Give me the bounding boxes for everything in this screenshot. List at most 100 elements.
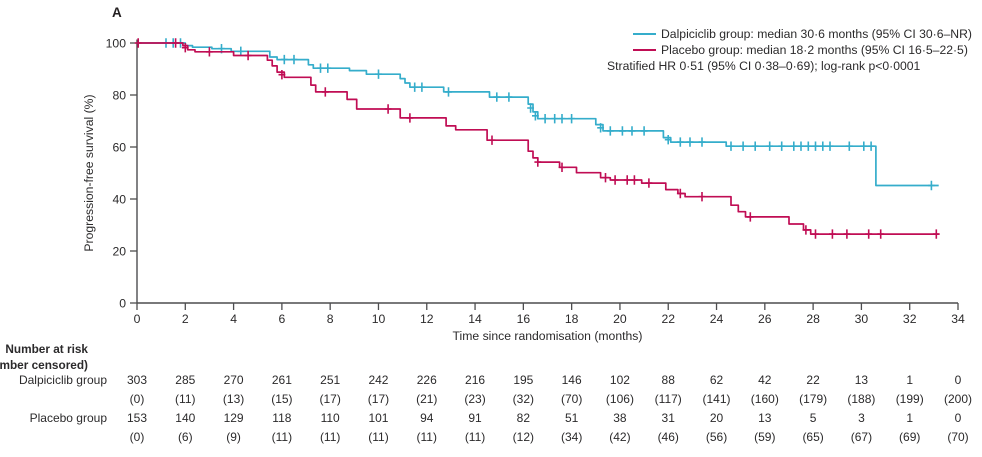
risk-count: 91 <box>468 411 482 425</box>
censored-count: (21) <box>416 392 438 406</box>
risk-row-label-dalpiciclib: Dalpiciclib group <box>18 373 107 387</box>
risk-count: 0 <box>954 411 962 425</box>
panel-label: A <box>112 5 122 20</box>
x-axis-title: Time since randomisation (months) <box>452 329 643 343</box>
censored-count: (188) <box>847 392 876 406</box>
censored-count: (0) <box>129 430 145 444</box>
censored-count: (67) <box>850 430 873 444</box>
x-tick-label: 28 <box>806 312 820 326</box>
risk-count: 3 <box>858 411 865 425</box>
y-tick-label: 0 <box>119 296 126 310</box>
y-axis-title: Progression-free survival (%) <box>82 94 96 252</box>
risk-count: 242 <box>368 373 389 387</box>
censored-count: (69) <box>899 430 921 444</box>
censored-count: (0) <box>129 392 145 406</box>
x-tick-label: 10 <box>372 312 386 326</box>
risk-table-header-2: (number censored) <box>0 358 88 372</box>
risk-count: 38 <box>613 411 627 425</box>
censor-marks-placebo <box>134 38 940 239</box>
censored-count: (106) <box>605 392 634 406</box>
censored-count: (46) <box>657 430 679 444</box>
censored-count: (32) <box>512 392 535 406</box>
risk-count: 20 <box>709 411 724 425</box>
x-tick-label: 12 <box>420 312 434 326</box>
x-tick-label: 2 <box>182 312 189 326</box>
y-tick-label: 60 <box>112 140 126 154</box>
risk-count: 51 <box>564 411 579 425</box>
risk-count: 101 <box>368 411 389 425</box>
axes <box>136 39 958 304</box>
hr-annotation: Stratified HR 0·51 (95% CI 0·38–0·69); l… <box>607 59 921 74</box>
risk-count: 13 <box>854 373 869 387</box>
x-tick-label: 24 <box>710 312 724 326</box>
legend-swatch-placebo <box>633 49 656 52</box>
y-tick-label: 20 <box>112 244 126 258</box>
legend-swatch-dalpiciclib <box>633 33 656 36</box>
risk-count: 195 <box>513 373 534 387</box>
censored-count: (11) <box>319 430 341 444</box>
risk-count: 62 <box>709 373 724 387</box>
x-tick-label: 0 <box>134 312 141 326</box>
x-tick-label: 6 <box>278 312 285 326</box>
risk-count: 261 <box>271 373 292 387</box>
censored-count: (70) <box>560 392 583 406</box>
x-tick-label: 4 <box>230 312 237 326</box>
censored-count: (12) <box>512 430 535 444</box>
legend-entry-placebo: Placebo group: median 18·2 months (95% C… <box>633 42 972 58</box>
risk-count: 251 <box>320 373 341 387</box>
legend: Dalpiciclib group: median 30·6 months (9… <box>607 26 972 75</box>
risk-count: 270 <box>223 373 244 387</box>
censored-count: (17) <box>319 392 341 406</box>
censored-count: (11) <box>175 392 196 406</box>
risk-count: 153 <box>126 411 148 425</box>
risk-count: 5 <box>809 411 817 425</box>
risk-count: 216 <box>465 373 486 387</box>
risk-count: 102 <box>609 373 630 387</box>
censored-count: (13) <box>222 392 245 406</box>
risk-count: 82 <box>516 411 531 425</box>
risk-count: 31 <box>661 411 675 425</box>
x-tick-label: 30 <box>855 312 869 326</box>
risk-count: 1 <box>906 411 914 425</box>
censored-count: (34) <box>560 430 583 444</box>
censored-count: (179) <box>799 392 828 406</box>
censored-count: (65) <box>802 430 824 444</box>
censored-count: (117) <box>654 392 682 406</box>
risk-count: 110 <box>320 411 340 425</box>
x-tick-label: 34 <box>951 312 965 326</box>
legend-label-dalpiciclib: Dalpiciclib group: median 30·6 months (9… <box>661 27 972 41</box>
censored-count: (200) <box>943 392 972 406</box>
x-tick-label: 32 <box>903 312 917 326</box>
censored-count: (199) <box>895 392 924 406</box>
legend-entry-dalpiciclib: Dalpiciclib group: median 30·6 months (9… <box>633 26 972 42</box>
censored-count: (160) <box>750 392 779 406</box>
y-tick-label: 100 <box>106 36 127 50</box>
risk-count: 226 <box>416 373 437 387</box>
legend-label-placebo: Placebo group: median 18·2 months (95% C… <box>661 43 968 58</box>
censored-count: (9) <box>226 430 241 444</box>
x-tick-label: 16 <box>517 312 531 326</box>
x-tick-label: 22 <box>661 312 675 326</box>
risk-count: 88 <box>661 373 675 387</box>
risk-count: 129 <box>223 411 244 425</box>
risk-count: 42 <box>758 373 772 387</box>
y-tick-label: 80 <box>112 88 126 102</box>
x-tick-label: 8 <box>327 312 334 326</box>
censored-count: (70) <box>947 430 969 444</box>
censored-count: (11) <box>416 430 437 444</box>
censored-count: (56) <box>705 430 728 444</box>
censored-count: (6) <box>177 430 193 444</box>
x-tick-label: 14 <box>468 312 482 326</box>
censored-count: (23) <box>464 392 486 406</box>
risk-count: 285 <box>175 373 196 387</box>
censored-count: (15) <box>271 392 293 406</box>
censored-count: (17) <box>367 392 390 406</box>
x-tick-label: 20 <box>613 312 627 326</box>
risk-count: 13 <box>758 411 772 425</box>
censored-count: (11) <box>464 430 486 444</box>
risk-table-header-1: Number at risk <box>5 342 88 356</box>
risk-count: 1 <box>906 373 914 387</box>
risk-count: 140 <box>175 411 196 425</box>
